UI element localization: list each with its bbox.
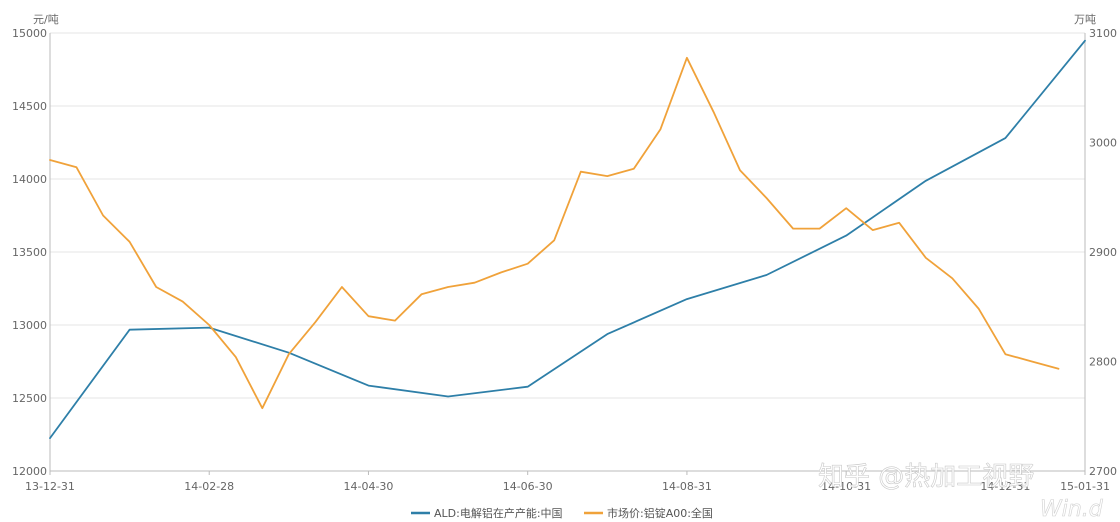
x-tick-label: 15-01-31 xyxy=(1060,480,1110,493)
y-left-tick-label: 13500 xyxy=(12,246,47,259)
y-left-tick-label: 12000 xyxy=(12,465,47,478)
y-left-tick-label: 15000 xyxy=(12,27,47,40)
series-layer xyxy=(49,39,1086,440)
y-right-tick-label: 2900 xyxy=(1089,246,1117,259)
series-line-aluminum-price xyxy=(49,56,1060,410)
y-left-tick-label: 14500 xyxy=(12,100,47,113)
y-right-tick-label: 3000 xyxy=(1089,137,1117,150)
series-line-aluminum-capacity xyxy=(49,39,1086,440)
right-axis-unit: 万吨 xyxy=(1074,13,1096,26)
watermark-text: 知乎 @热加工视野 xyxy=(818,462,1034,492)
y-left-tick-label: 13000 xyxy=(12,319,47,332)
left-axis-unit: 元/吨 xyxy=(33,13,59,26)
watermark-corner: Win.d xyxy=(1040,497,1104,522)
x-tick-label: 13-12-31 xyxy=(25,480,75,493)
x-tick-label: 14-10-31 xyxy=(821,480,871,493)
legend-label-aluminum-price: 市场价:铝锭A00:全国 xyxy=(607,506,713,520)
x-tick-label: 14-06-30 xyxy=(503,480,553,493)
x-tick-label: 14-08-31 xyxy=(662,480,712,493)
x-tick-label: 14-04-30 xyxy=(343,480,393,493)
y-right-tick-label: 2800 xyxy=(1089,356,1117,369)
axis-layer: 15000 14500 14000 13500 13000 12500 12000 3100 3… xyxy=(12,27,1117,493)
x-tick-label: 14-12-31 xyxy=(980,480,1030,493)
x-tick-label: 14-02-28 xyxy=(184,480,234,493)
legend-label-aluminum-capacity: ALD:电解铝在产产能:中国 xyxy=(434,506,563,520)
grid-layer xyxy=(50,32,1085,472)
legend: ALD:电解铝在产产能:中国 市场价:铝锭A00:全国 xyxy=(411,506,713,520)
y-right-tick-label: 3100 xyxy=(1089,27,1117,40)
y-left-tick-label: 14000 xyxy=(12,173,47,186)
y-right-tick-label: 2700 xyxy=(1089,465,1117,478)
y-left-tick-label: 12500 xyxy=(12,392,47,405)
